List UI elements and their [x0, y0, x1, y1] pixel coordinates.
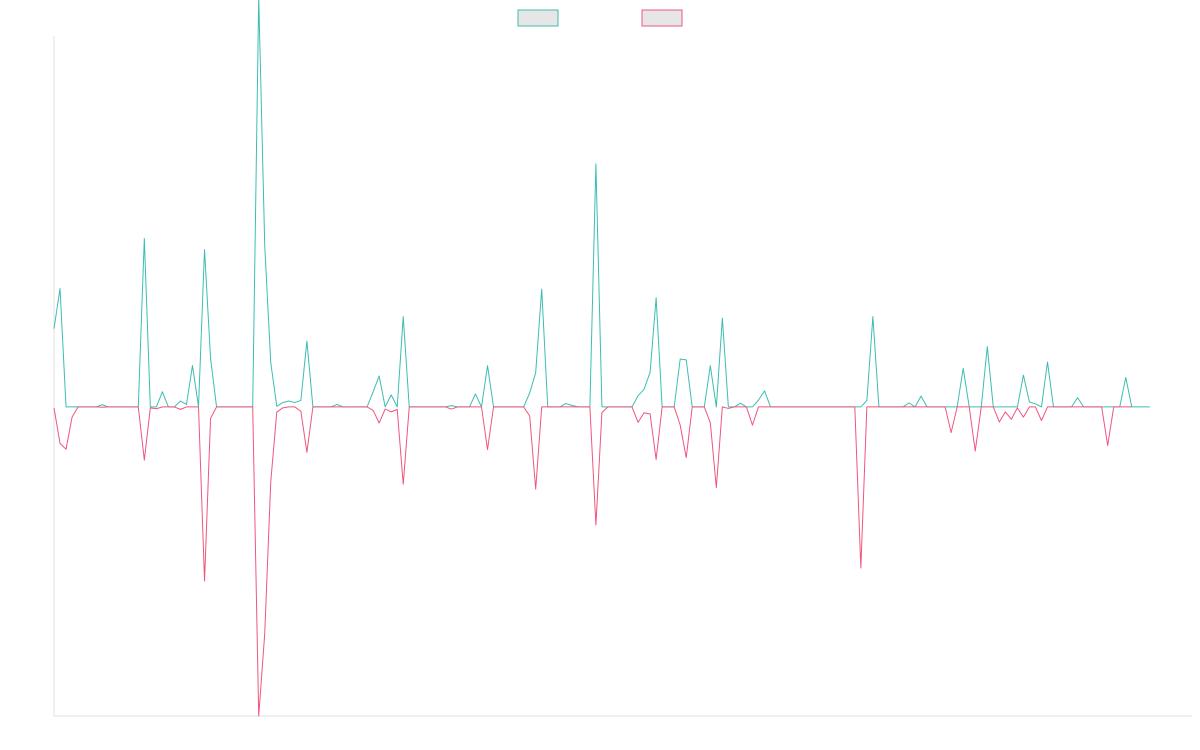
series-line-1: [53, 0, 1150, 408]
series-layer: [53, 0, 1150, 717]
axes: [53, 36, 1192, 717]
series-line-2: [53, 406, 1132, 717]
legend[interactable]: [517, 9, 683, 27]
legend-swatch-1[interactable]: [517, 9, 559, 27]
legend-swatch-2[interactable]: [641, 9, 683, 27]
